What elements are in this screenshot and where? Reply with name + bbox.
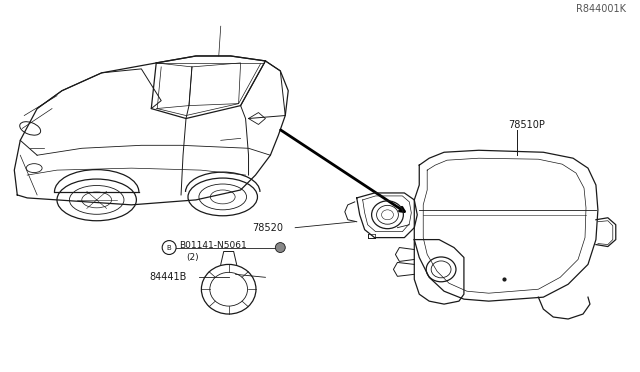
Circle shape — [275, 243, 285, 253]
Text: B: B — [167, 244, 172, 250]
Text: 78510P: 78510P — [509, 121, 545, 131]
Text: 84441B: 84441B — [149, 272, 187, 282]
Text: (2): (2) — [186, 253, 198, 262]
Text: 78520: 78520 — [253, 223, 284, 233]
Text: B01141-N5061: B01141-N5061 — [179, 241, 247, 250]
Text: R844001K: R844001K — [576, 4, 626, 15]
